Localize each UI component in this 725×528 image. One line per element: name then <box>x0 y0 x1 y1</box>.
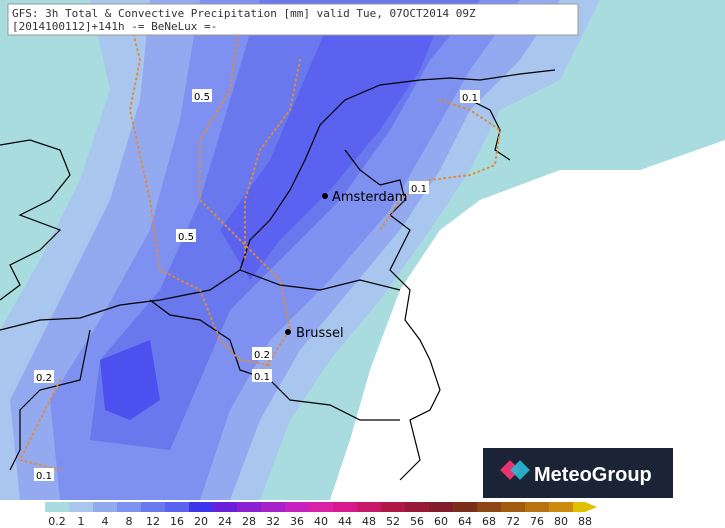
colorbar-label: 88 <box>578 515 592 528</box>
colorbar-label: 56 <box>410 515 424 528</box>
colorbar-segment <box>429 502 453 512</box>
city-label: Brussel <box>296 326 344 341</box>
contour-line <box>199 19 292 376</box>
colorbar-label: 76 <box>530 515 544 528</box>
header-title: GFS: 3h Total & Convective Precipitation… <box>12 7 476 20</box>
contour-label-box <box>252 347 272 360</box>
colorbar-label: 68 <box>482 515 496 528</box>
colorbar-label: 52 <box>386 515 400 528</box>
coastline <box>0 139 71 301</box>
contour-label: 0.5 <box>178 232 194 243</box>
colorbar-segment <box>93 502 117 512</box>
contour-label: 0.1 <box>462 93 478 104</box>
colorbar-segment <box>381 502 405 512</box>
header-box <box>7 3 579 36</box>
colorbar-segment <box>453 502 477 512</box>
coastline <box>0 69 556 331</box>
colorbar-label: 48 <box>362 515 376 528</box>
colorbar-segment <box>309 502 333 512</box>
colorbar-segment <box>237 502 261 512</box>
contour-label: 0.1 <box>36 471 52 482</box>
contour-label-box <box>252 369 272 382</box>
contour-label-box <box>34 468 54 481</box>
colorbar-arrow <box>573 502 597 512</box>
precip-band <box>220 20 440 280</box>
colorbar-label: 28 <box>242 515 256 528</box>
colorbar-label: 12 <box>146 515 160 528</box>
contour-label: 0.1 <box>254 372 270 383</box>
colorbar-label: 16 <box>170 515 184 528</box>
colorbar-label: 0.2 <box>48 515 66 528</box>
colorbar-segment <box>69 502 93 512</box>
contour-label-box <box>192 89 212 102</box>
colorbar-segment <box>405 502 429 512</box>
colorbar-label: 36 <box>290 515 304 528</box>
colorbar-segment <box>117 502 141 512</box>
colorbar-segment <box>333 502 357 512</box>
colorbar-label: 40 <box>314 515 328 528</box>
contour-line <box>18 379 61 471</box>
contour-label-box <box>460 90 480 103</box>
contour-label: 0.2 <box>254 350 270 361</box>
header-subtitle: [2014100112]+141h -= BeNeLux =- <box>12 20 217 33</box>
colorbar-label: 60 <box>434 515 448 528</box>
colorbar-label: 1 <box>78 515 85 528</box>
colorbar-segment <box>357 502 381 512</box>
colorbar-label: 72 <box>506 515 520 528</box>
contour-line <box>128 19 271 366</box>
colorbar-label: 80 <box>554 515 568 528</box>
colorbar-segment <box>525 502 549 512</box>
contour-label-box <box>34 370 54 383</box>
logo-text: MeteoGroup <box>534 464 652 486</box>
logo-icon <box>510 460 530 480</box>
colorbar-segment <box>189 502 213 512</box>
colorbar-label: 44 <box>338 515 352 528</box>
contour-label: 0.1 <box>411 184 427 195</box>
colorbar-label: 20 <box>194 515 208 528</box>
precip-band <box>100 340 160 420</box>
colorbar-segment <box>141 502 165 512</box>
contour-line <box>244 59 301 261</box>
coastline <box>469 99 511 161</box>
border <box>239 269 401 291</box>
colorbar-label: 4 <box>102 515 109 528</box>
colorbar-segment <box>549 502 573 512</box>
colorbar-segment <box>213 502 237 512</box>
border <box>344 149 441 481</box>
colorbar-segment <box>261 502 285 512</box>
city-label: Amsterdam <box>332 190 407 205</box>
contour-label-box <box>176 229 196 242</box>
city-marker <box>322 193 328 199</box>
colorbar-label: 64 <box>458 515 472 528</box>
colorbar-segment <box>45 502 69 512</box>
colorbar-segment <box>285 502 309 512</box>
contour-label-box <box>409 181 429 194</box>
logo-icon <box>500 460 520 480</box>
coastline <box>9 329 91 471</box>
colorbar-label: 32 <box>266 515 280 528</box>
contour-label: 0.2 <box>36 373 52 384</box>
city-marker <box>285 329 291 335</box>
colorbar-segment <box>501 502 525 512</box>
colorbar-label: 8 <box>126 515 133 528</box>
contour-line <box>379 99 502 231</box>
contour-label: 0.5 <box>194 92 210 103</box>
colorbar-label: 24 <box>218 515 232 528</box>
colorbar-segment <box>165 502 189 512</box>
colorbar-segment <box>477 502 501 512</box>
